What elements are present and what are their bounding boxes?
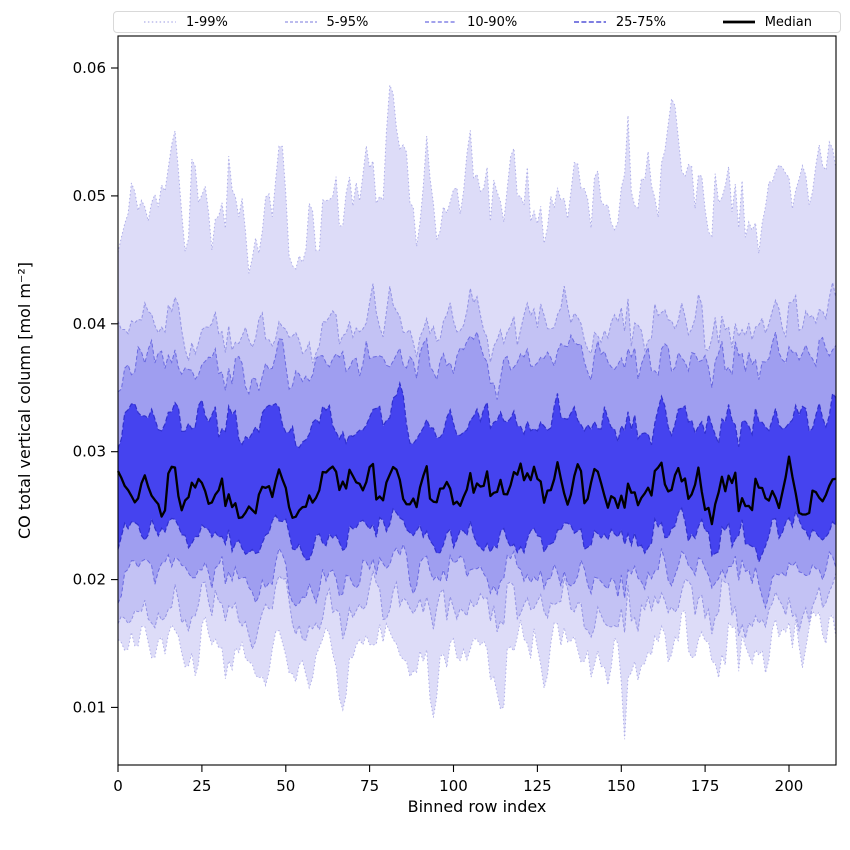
svg-text:0.05: 0.05 bbox=[73, 187, 106, 205]
legend-line-sample-median-icon bbox=[722, 20, 755, 24]
legend-line-sample-5-95-icon bbox=[284, 21, 317, 23]
band-lower-edge-5-95% bbox=[117, 570, 837, 651]
legend-line-sample-1-99-icon bbox=[144, 21, 176, 23]
svg-text:100: 100 bbox=[439, 777, 468, 795]
legend-label-median: Median bbox=[764, 14, 812, 30]
svg-text:0.03: 0.03 bbox=[73, 443, 106, 461]
legend-line-sample-25-75-icon bbox=[573, 21, 606, 23]
y-axis-ticks: 0.01 0.02 0.03 0.04 0.05 0.06 bbox=[73, 59, 118, 716]
legend-item-25-75: 25-75% bbox=[572, 15, 666, 30]
legend-item-median: Median bbox=[721, 15, 812, 30]
band-lower-edge-10-90% bbox=[117, 542, 837, 610]
svg-text:0: 0 bbox=[113, 777, 123, 795]
svg-text:125: 125 bbox=[523, 777, 552, 795]
svg-text:0.01: 0.01 bbox=[73, 698, 106, 716]
legend-item-5-95: 5-95% bbox=[283, 14, 369, 30]
legend-label-5-95: 5-95% bbox=[326, 14, 369, 30]
median-line bbox=[116, 455, 837, 526]
svg-text:0.06: 0.06 bbox=[73, 59, 106, 77]
svg-text:0.04: 0.04 bbox=[73, 315, 106, 333]
band-upper-edge-10-90% bbox=[117, 330, 837, 400]
legend-label-1-99: 1-99% bbox=[186, 14, 228, 30]
y-axis-label: CO total vertical column [mol m⁻²] bbox=[15, 262, 34, 539]
svg-text:200: 200 bbox=[775, 777, 804, 795]
band-lower-edge-1-99% bbox=[117, 609, 837, 740]
band-upper-edge-1-99% bbox=[117, 84, 837, 274]
legend-label-25-75: 25-75% bbox=[615, 14, 667, 30]
legend-item-10-90: 10-90% bbox=[423, 15, 517, 30]
svg-text:175: 175 bbox=[691, 777, 720, 795]
legend-label-10-90: 10-90% bbox=[467, 14, 518, 30]
x-axis-label: Binned row index bbox=[408, 797, 547, 816]
legend-line-sample-10-90-icon bbox=[425, 21, 458, 23]
band-lower-edge-25-75% bbox=[117, 506, 837, 564]
legend-item-1-99: 1-99% bbox=[142, 15, 228, 30]
x-axis-ticks: 0 25 50 75 100 125 150 175 200 bbox=[113, 765, 803, 795]
svg-text:150: 150 bbox=[607, 777, 636, 795]
band-upper-edge-5-95% bbox=[117, 282, 837, 364]
legend: 1-99% 5-95% 10-90% 25-75% Median bbox=[113, 11, 841, 33]
plot-frame bbox=[117, 35, 837, 766]
svg-text:75: 75 bbox=[360, 777, 379, 795]
svg-text:50: 50 bbox=[276, 777, 295, 795]
svg-text:25: 25 bbox=[192, 777, 211, 795]
svg-text:0.02: 0.02 bbox=[73, 571, 106, 589]
band-upper-edge-25-75% bbox=[117, 380, 837, 450]
band-fill-25-75% bbox=[118, 383, 836, 562]
